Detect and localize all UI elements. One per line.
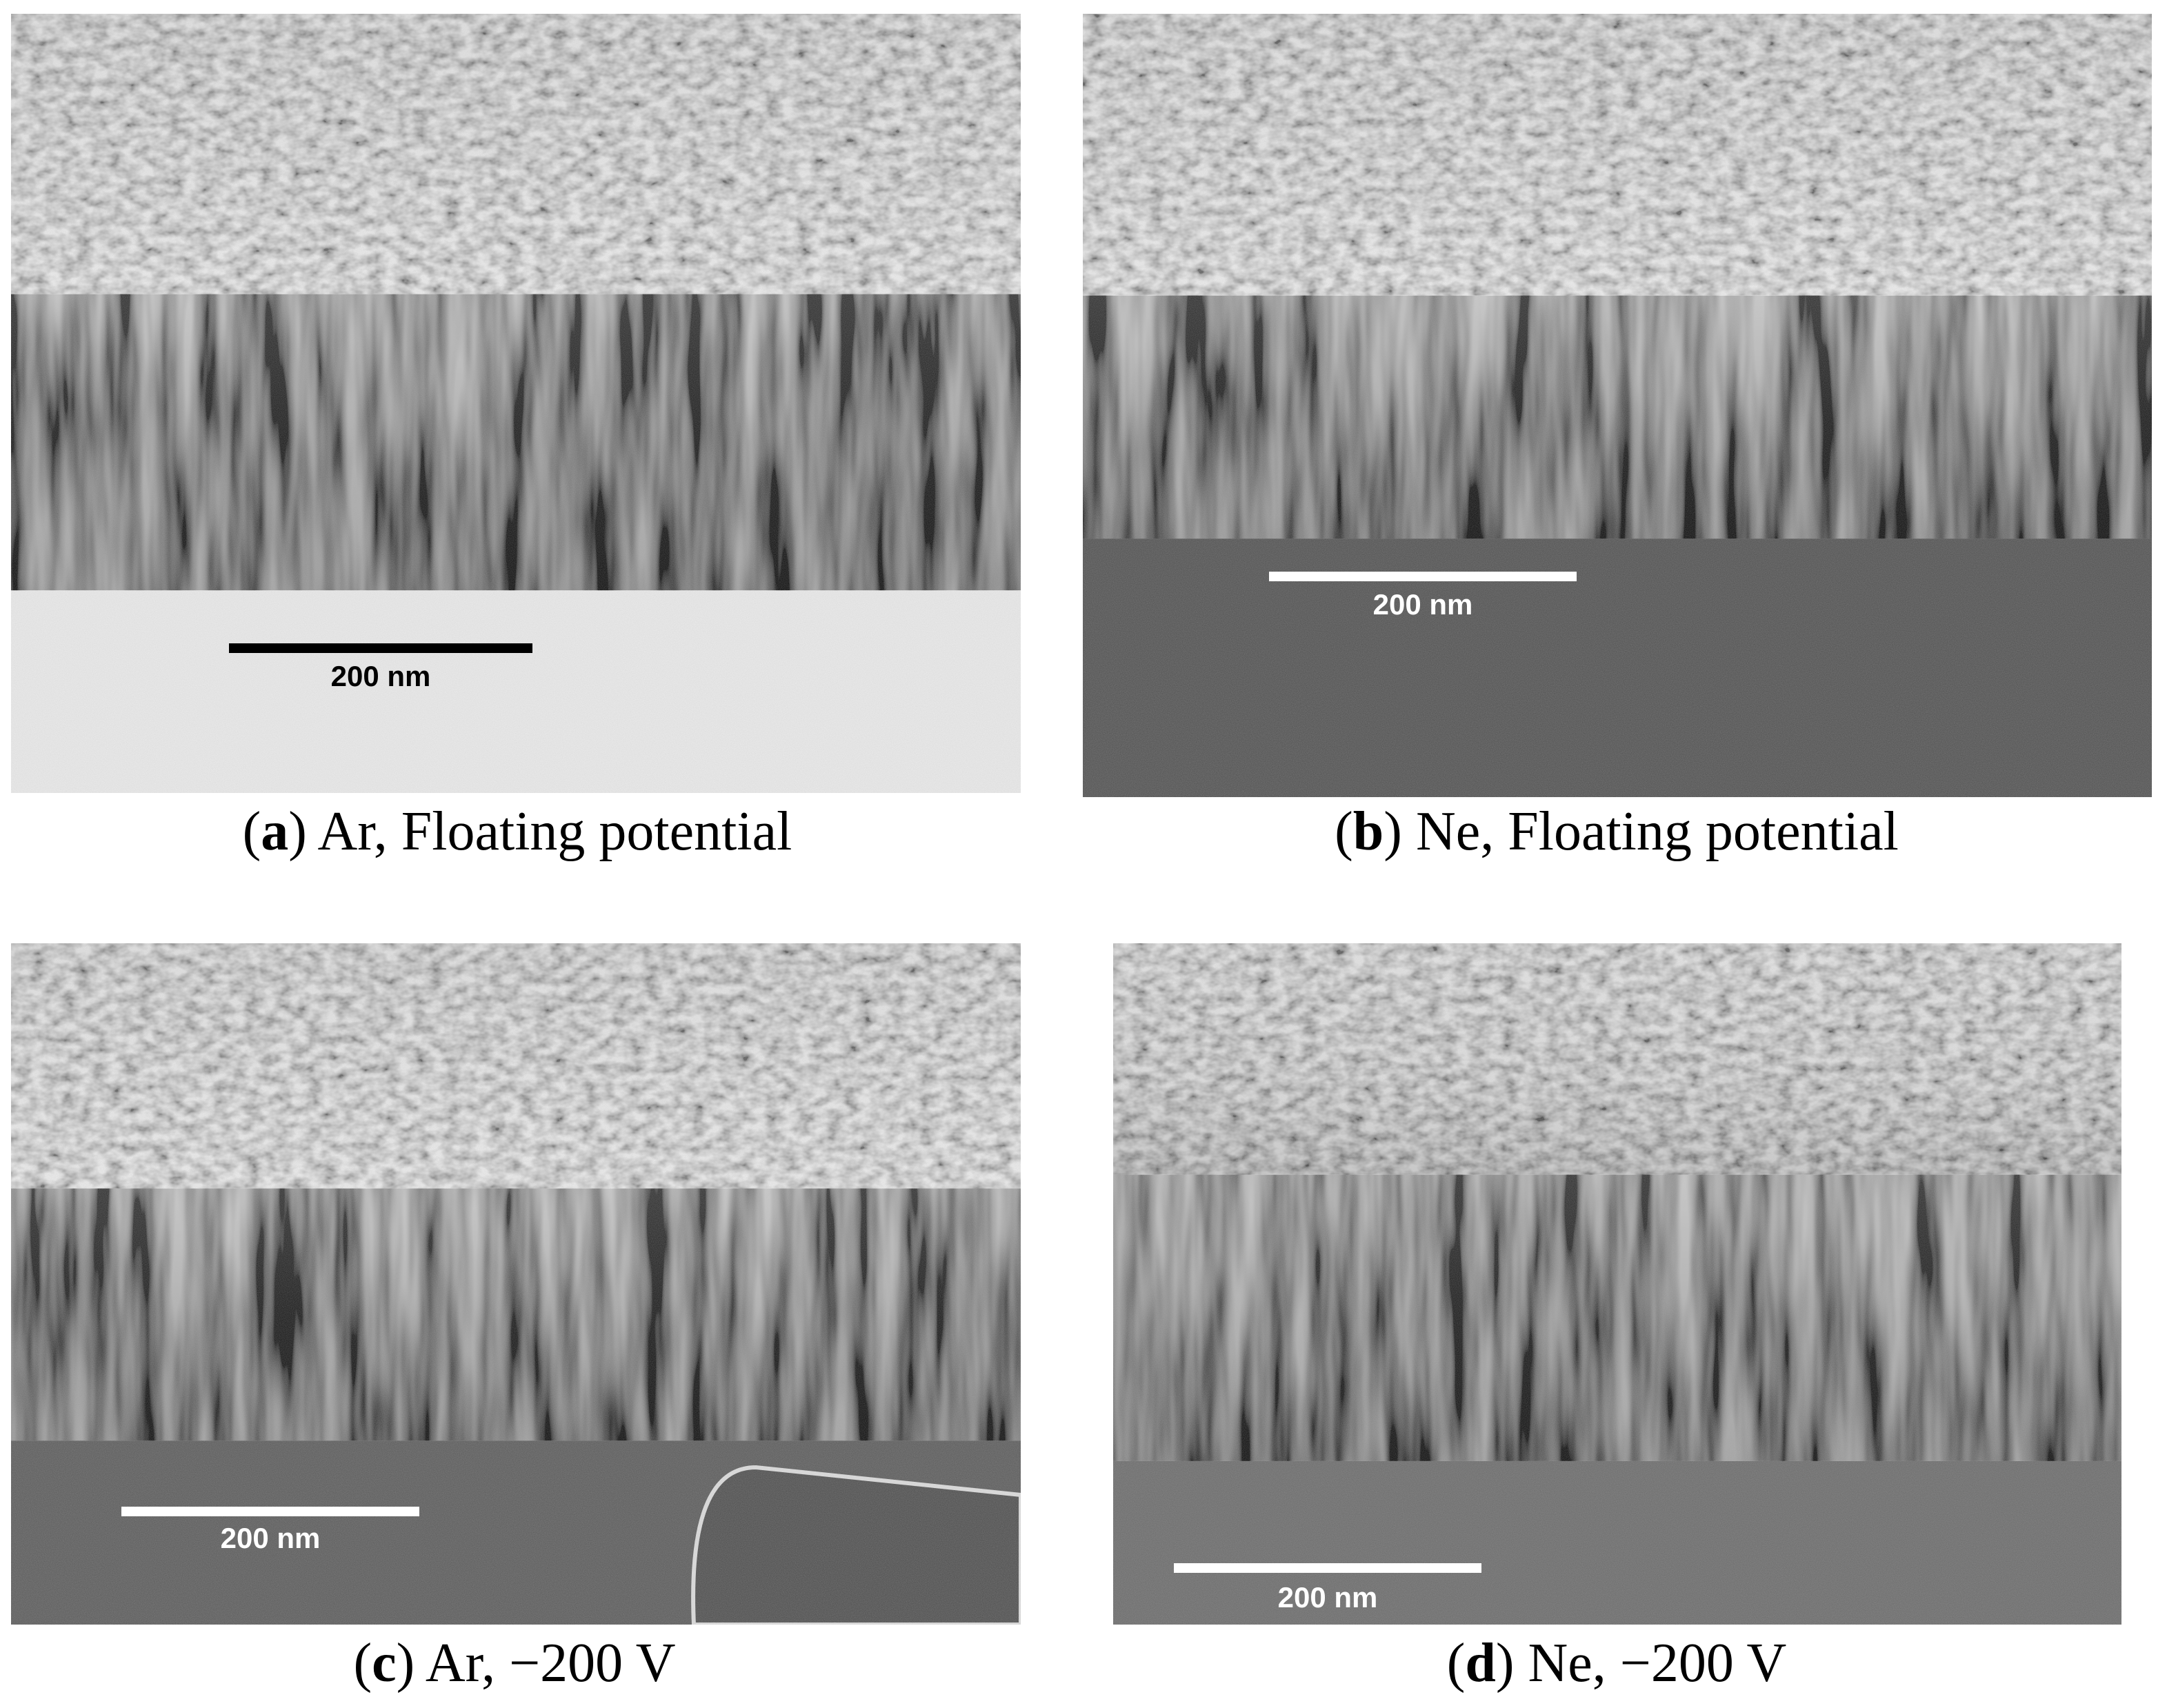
scale-bar-label: 200 nm (1373, 588, 1473, 621)
panel-caption: (b) Ne, Floating potential (1335, 801, 1899, 862)
scale-bar-label: 200 nm (1278, 1581, 1378, 1614)
caption-text: ) Ne, Floating potential (1384, 801, 1899, 862)
grain (11, 14, 1021, 793)
sem-panel: 200 nm (b) Ne, Floating potential (1083, 14, 2152, 862)
panel-caption: (c) Ar, −200 V (353, 1633, 675, 1694)
caption-text: ) Ar, −200 V (397, 1633, 676, 1694)
panel-letter: b (1353, 801, 1384, 862)
scale-bar-label: 200 nm (221, 1522, 321, 1554)
caption-text: ) Ar, Floating potential (288, 801, 792, 862)
sem-image (1083, 14, 2152, 797)
caption-open: ( (1335, 801, 1353, 862)
panel-caption: (a) Ar, Floating potential (243, 801, 792, 862)
grain (11, 943, 1021, 1625)
panel-letter: d (1465, 1633, 1496, 1694)
sem-image (11, 14, 1021, 793)
caption-open: ( (353, 1633, 372, 1694)
grain (1083, 14, 2152, 797)
caption-open: ( (1447, 1633, 1466, 1694)
panel-caption: (d) Ne, −200 V (1447, 1633, 1787, 1694)
sem-panel: 200 nm (d) Ne, −200 V (1113, 943, 2121, 1694)
caption-open: ( (243, 801, 261, 862)
caption-text: ) Ne, −200 V (1496, 1633, 1786, 1694)
panel-letter: c (372, 1633, 397, 1694)
sem-image (11, 943, 1021, 1625)
panel-letter: a (261, 801, 288, 862)
sem-panel: 200 nm (a) Ar, Floating potential (11, 14, 1021, 862)
sem-image (1113, 943, 2121, 1625)
scale-bar-label: 200 nm (331, 660, 431, 692)
grain (1113, 943, 2121, 1625)
sem-panel: 200 nm (c) Ar, −200 V (11, 943, 1021, 1694)
